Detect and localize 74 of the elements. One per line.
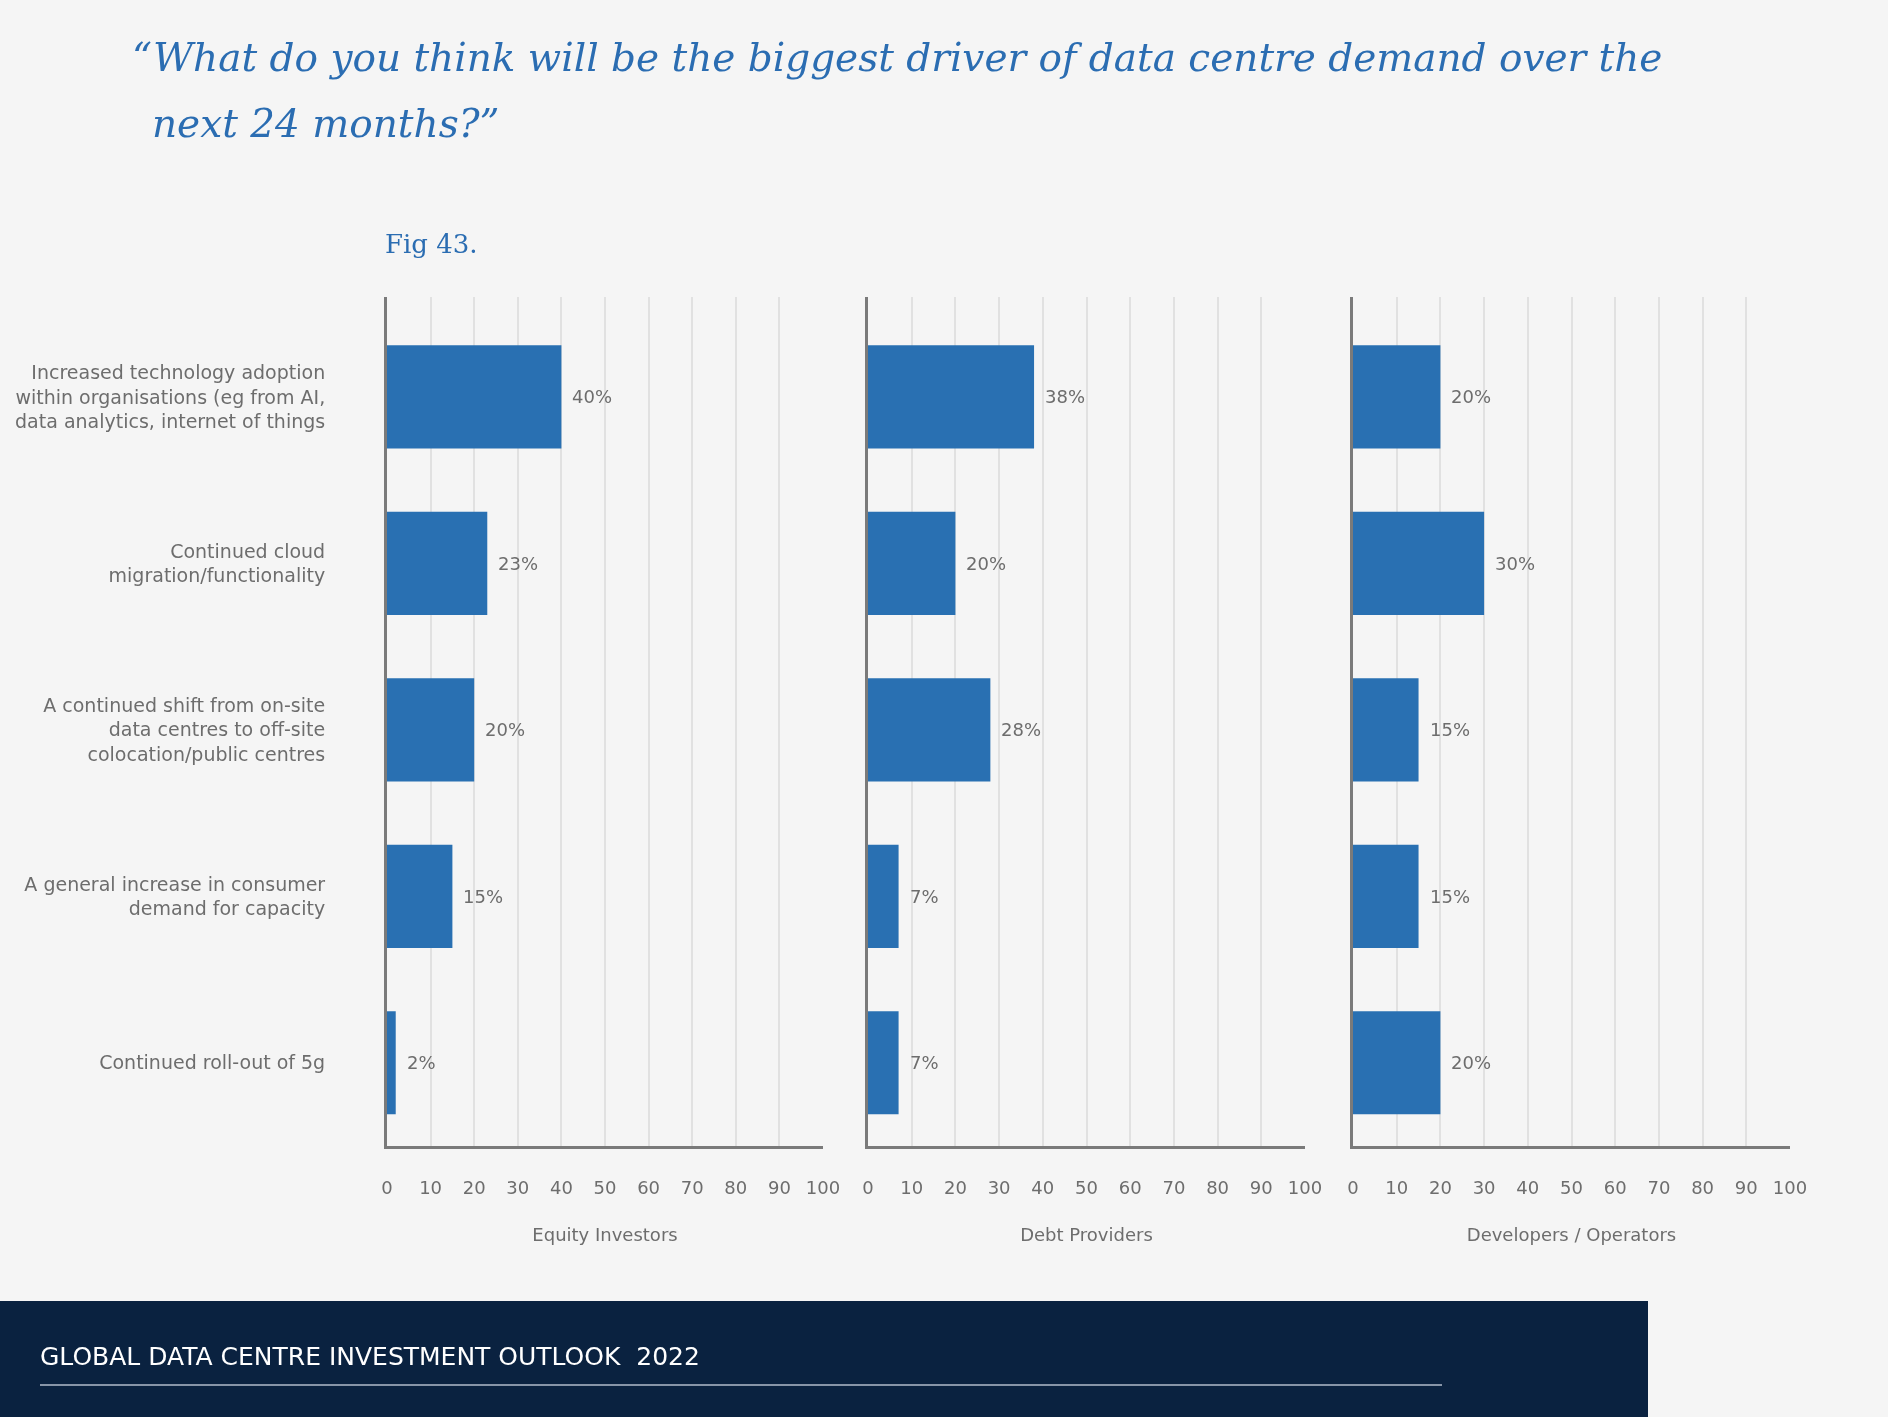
bar xyxy=(387,844,453,948)
x-tick-label: 20 xyxy=(462,1176,486,1198)
bar xyxy=(387,1011,396,1115)
bar xyxy=(1353,345,1441,449)
x-tick-label: 0 xyxy=(1347,1176,1359,1198)
bar xyxy=(868,678,991,782)
bar xyxy=(387,511,488,615)
data-label: 20% xyxy=(1451,386,1492,407)
y-tick-label: A general increase in consumer demand for capacity xyxy=(24,872,326,920)
data-label: 15% xyxy=(1430,719,1471,740)
x-tick-label: 20 xyxy=(1428,1176,1452,1198)
x-tick-label: 100 xyxy=(1772,1176,1808,1198)
x-tick-label: 90 xyxy=(1734,1176,1758,1198)
data-label: 15% xyxy=(463,886,504,907)
x-tick-label: 40 xyxy=(1031,1176,1055,1198)
data-label: 2% xyxy=(407,1052,436,1073)
x-tick-label: 50 xyxy=(593,1176,617,1198)
bar xyxy=(868,511,956,615)
data-label: 7% xyxy=(910,1052,939,1073)
x-axis-title: Equity Investors xyxy=(532,1223,678,1245)
data-label: 38% xyxy=(1045,386,1086,407)
x-tick-label: 100 xyxy=(1287,1176,1323,1198)
data-label: 23% xyxy=(498,553,539,574)
x-tick-label: 70 xyxy=(1162,1176,1186,1198)
x-tick-label: 30 xyxy=(987,1176,1011,1198)
data-label: 7% xyxy=(910,886,939,907)
data-label: 30% xyxy=(1495,553,1536,574)
data-label: 28% xyxy=(1001,719,1042,740)
chart-title: “What do you think will be the biggest driver of data centre demand over the next 24 months?” xyxy=(132,34,1664,148)
bar xyxy=(387,678,475,782)
x-tick-label: 10 xyxy=(1385,1176,1409,1198)
bar xyxy=(868,844,899,948)
x-tick-label: 10 xyxy=(419,1176,443,1198)
x-tick-label: 0 xyxy=(862,1176,874,1198)
bar xyxy=(868,1011,899,1115)
y-tick-label: Continued cloud migration/functionality xyxy=(108,539,326,587)
bar xyxy=(1353,511,1485,615)
y-tick-label: A continued shift from on-site data centres to off-site colocation/public centres xyxy=(43,693,326,766)
data-label: 20% xyxy=(485,719,526,740)
x-tick-label: 40 xyxy=(549,1176,573,1198)
x-tick-label: 30 xyxy=(506,1176,530,1198)
x-tick-label: 70 xyxy=(1647,1176,1671,1198)
y-tick-label: Increased technology adoption within organisations (eg from AI, data analytics, internet of things xyxy=(15,360,326,433)
bar xyxy=(868,345,1035,449)
bar xyxy=(1353,1011,1441,1115)
x-tick-label: 50 xyxy=(1075,1176,1098,1198)
chart-subtitle: Fig 43. xyxy=(385,228,478,260)
data-label: 40% xyxy=(572,386,613,407)
data-label: 20% xyxy=(966,553,1007,574)
x-tick-label: 40 xyxy=(1516,1176,1540,1198)
x-tick-label: 80 xyxy=(724,1176,748,1198)
x-tick-label: 20 xyxy=(943,1176,967,1198)
x-tick-label: 100 xyxy=(805,1176,841,1198)
x-tick-label: 90 xyxy=(1249,1176,1273,1198)
x-tick-label: 70 xyxy=(680,1176,704,1198)
x-tick-label: 50 xyxy=(1560,1176,1583,1198)
x-tick-label: 10 xyxy=(900,1176,924,1198)
bar xyxy=(1353,844,1419,948)
x-tick-label: 60 xyxy=(637,1176,661,1198)
x-tick-label: 60 xyxy=(1603,1176,1627,1198)
data-label: 15% xyxy=(1430,886,1471,907)
x-tick-label: 30 xyxy=(1472,1176,1496,1198)
x-axis-title: Debt Providers xyxy=(1020,1223,1153,1245)
text: GLOBAL DATA CENTRE INVESTMENT OUTLOOK 2022 xyxy=(40,1341,700,1373)
x-tick-label: 0 xyxy=(381,1176,393,1198)
x-tick-label: 90 xyxy=(767,1176,791,1198)
x-tick-label: 80 xyxy=(1691,1176,1715,1198)
bar xyxy=(387,345,562,449)
x-tick-label: 80 xyxy=(1206,1176,1230,1198)
x-tick-label: 60 xyxy=(1118,1176,1142,1198)
data-label: 20% xyxy=(1451,1052,1492,1073)
bar xyxy=(1353,678,1419,782)
y-tick-label: Continued roll-out of 5g xyxy=(99,1051,326,1074)
x-axis-title: Developers / Operators xyxy=(1466,1223,1677,1245)
